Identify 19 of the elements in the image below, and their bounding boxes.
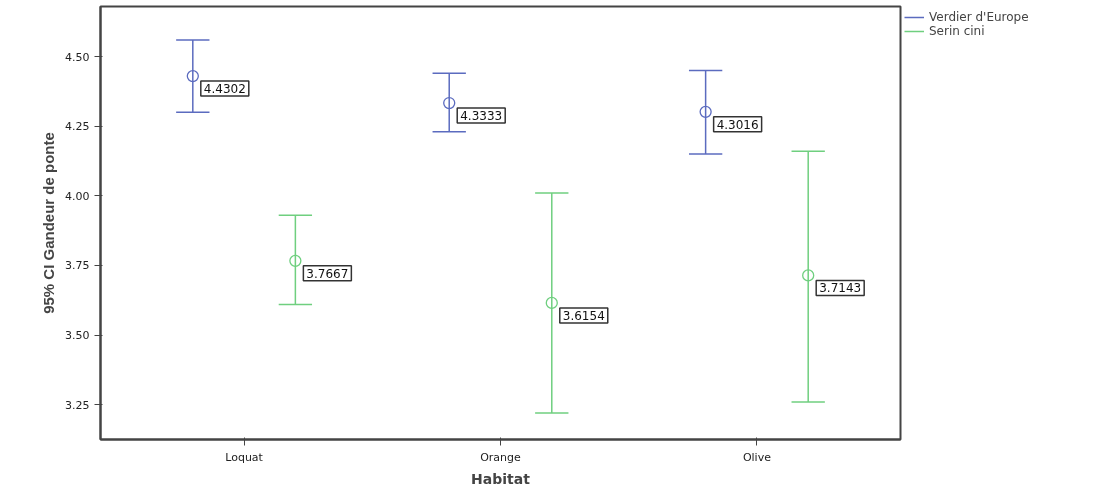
data-label: 4.3016 (716, 117, 759, 132)
data-label: 4.4302 (203, 82, 246, 97)
y-axis-title: 95% CI Gandeur de ponte (40, 132, 58, 314)
y-tick-label: 3.25 (65, 398, 90, 412)
y-tick-label: 4.25 (65, 120, 90, 134)
y-tick-label: 4.00 (65, 189, 90, 203)
data-label: 3.7667 (306, 266, 349, 281)
legend-label: Verdier d'Europe (929, 10, 1029, 24)
x-tick-label: Loquat (225, 450, 264, 464)
y-tick-label: 3.50 (65, 329, 90, 343)
y-tick-label: 4.50 (65, 50, 90, 64)
data-label: 3.7143 (819, 281, 862, 296)
x-tick-label: Orange (480, 450, 522, 464)
legend-label: Serin cini (929, 24, 985, 38)
data-label: 3.6154 (562, 308, 605, 323)
y-tick-label: 3.75 (65, 259, 90, 273)
x-tick-label: Olive (742, 450, 772, 464)
data-label: 4.3333 (460, 109, 503, 124)
x-axis-title: Habitat (471, 470, 531, 487)
